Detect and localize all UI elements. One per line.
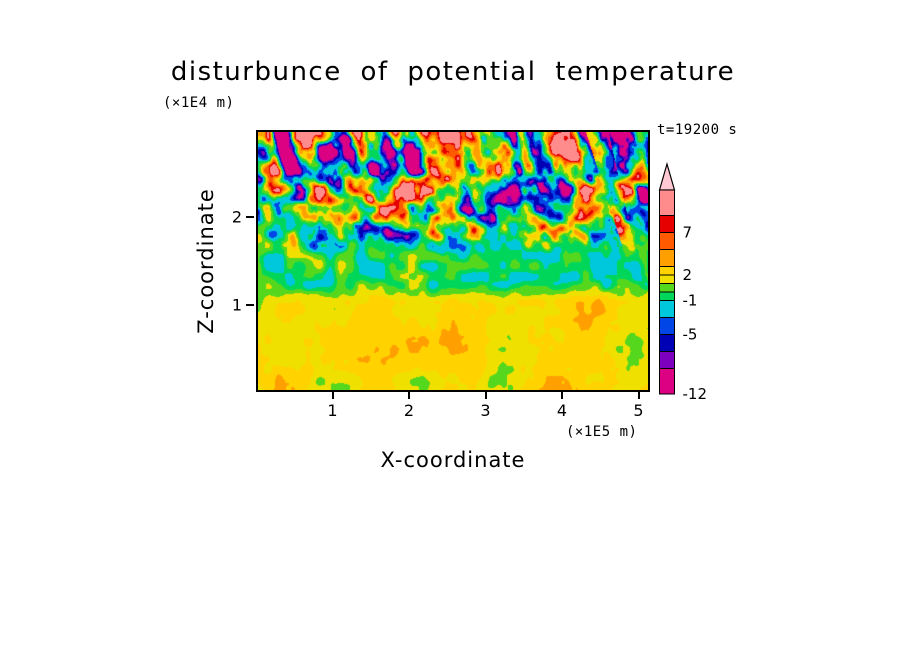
colorbar-segment: [659, 232, 675, 250]
colorbar-segment: [659, 317, 675, 335]
colorbar-segment: [659, 215, 675, 233]
x-tick-mark: [331, 392, 334, 399]
colorbar-segment: [659, 283, 675, 293]
x-tick-mark: [637, 392, 640, 399]
heatmap-canvas: [258, 132, 648, 390]
x-tick-mark: [561, 392, 564, 399]
z-tick-mark: [246, 303, 254, 306]
x-tick-mark: [484, 392, 487, 399]
colorbar-segment: [659, 291, 675, 301]
x-tick-label: 4: [556, 401, 568, 420]
colorbar-segment: [659, 368, 675, 395]
x-tick-label: 3: [480, 401, 491, 420]
chart-title: disturbunce of potential temperature: [170, 57, 736, 87]
colorbar-tick-label: -1: [683, 292, 698, 310]
x-axis-title: X-coordinate: [380, 448, 526, 472]
colorbar-segment: [659, 249, 675, 267]
colorbar-segment: [659, 351, 675, 369]
colorbar-segment: [659, 300, 675, 318]
colorbar: 7 2 -1 -5 -12: [658, 161, 708, 403]
z-axis-units-label: (×1E4 m): [163, 95, 235, 111]
z-tick-label: 2: [231, 207, 242, 227]
colorbar-tick-label: -5: [683, 326, 698, 344]
x-tick-label: 1: [327, 401, 338, 420]
heatmap-plot-area: [256, 130, 650, 392]
colorbar-segment: [659, 189, 675, 216]
z-tick-label: 1: [231, 295, 242, 315]
z-tick-mark: [246, 216, 254, 219]
x-axis-units-label: (×1E5 m): [566, 424, 638, 440]
colorbar-segment: [659, 334, 675, 352]
x-tick-label: 5: [633, 401, 644, 420]
colorbar-tick-label: -12: [683, 385, 708, 403]
x-tick-mark: [408, 392, 410, 399]
colorbar-tick-label: 7: [683, 224, 693, 242]
time-annotation: t=19200 s: [657, 122, 738, 138]
colorbar-segment: [659, 266, 675, 276]
x-tick-label: 2: [403, 401, 415, 420]
colorbar-segment: [659, 274, 675, 284]
z-axis-title: Z-coordinate: [194, 188, 218, 334]
colorbar-over-arrow: [658, 161, 676, 191]
colorbar-tick-label: 2: [683, 266, 693, 284]
